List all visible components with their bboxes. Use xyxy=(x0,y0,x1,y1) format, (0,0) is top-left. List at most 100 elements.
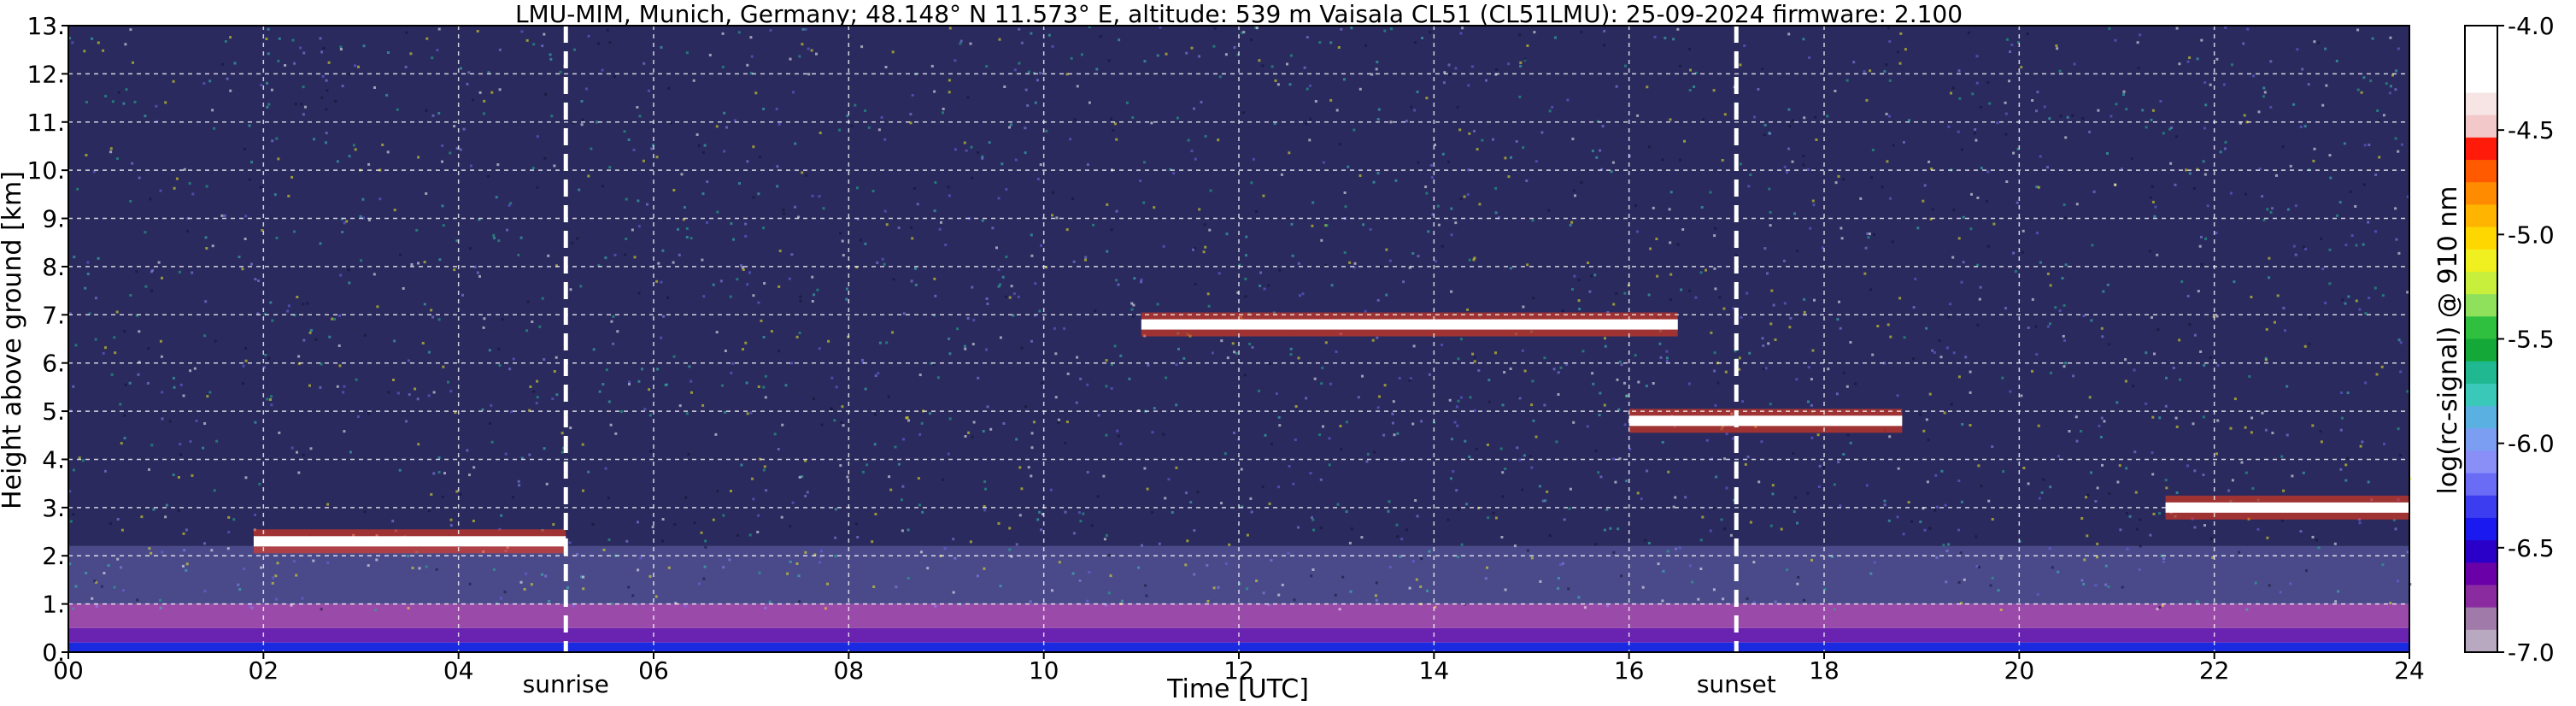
noise-speck xyxy=(1250,510,1253,514)
noise-speck xyxy=(376,305,379,309)
noise-speck xyxy=(2016,147,2020,150)
noise-speck xyxy=(1859,197,1863,200)
noise-speck xyxy=(2211,556,2215,559)
noise-speck xyxy=(159,606,162,609)
noise-speck xyxy=(1308,138,1311,142)
noise-speck xyxy=(799,295,802,298)
noise-speck xyxy=(2108,26,2111,30)
noise-speck xyxy=(270,395,273,398)
noise-speck xyxy=(1345,421,1348,424)
noise-speck xyxy=(1450,233,1453,237)
noise-speck xyxy=(1278,424,1282,427)
noise-speck xyxy=(2346,391,2350,395)
noise-speck xyxy=(1939,356,1943,359)
noise-speck xyxy=(2082,582,2086,585)
noise-speck xyxy=(363,510,367,514)
noise-speck xyxy=(238,588,242,591)
noise-speck xyxy=(876,261,879,264)
noise-speck xyxy=(214,339,217,343)
noise-speck xyxy=(1712,89,1716,92)
noise-speck xyxy=(2262,218,2266,221)
noise-speck xyxy=(1599,475,1603,479)
noise-speck xyxy=(1115,209,1118,213)
noise-speck xyxy=(1912,357,1916,361)
noise-speck xyxy=(244,476,248,479)
noise-speck xyxy=(2099,435,2103,438)
noise-speck xyxy=(2349,190,2352,193)
noise-speck xyxy=(610,602,613,605)
noise-speck xyxy=(2276,294,2280,297)
noise-speck xyxy=(746,63,749,67)
noise-speck xyxy=(1808,56,1811,59)
noise-speck xyxy=(1590,274,1593,278)
noise-speck xyxy=(722,514,725,517)
noise-speck xyxy=(684,496,688,499)
noise-speck xyxy=(2389,36,2392,39)
noise-speck xyxy=(2269,105,2273,109)
noise-speck xyxy=(1194,157,1197,161)
noise-speck xyxy=(1018,466,1022,469)
noise-speck xyxy=(181,564,185,568)
noise-speck xyxy=(2048,117,2051,121)
noise-speck xyxy=(742,348,744,351)
noise-speck xyxy=(1309,472,1312,475)
noise-speck xyxy=(2392,518,2396,521)
noise-speck xyxy=(1766,272,1769,275)
noise-speck xyxy=(1465,503,1469,506)
noise-speck xyxy=(819,132,822,134)
x-tick-label: 02 xyxy=(249,656,279,685)
noise-speck xyxy=(1446,518,1450,521)
noise-speck xyxy=(119,403,122,406)
noise-speck xyxy=(1688,289,1692,292)
noise-speck xyxy=(453,125,456,128)
noise-speck xyxy=(2369,79,2373,83)
noise-speck xyxy=(695,133,699,136)
noise-speck xyxy=(1866,232,1869,235)
noise-speck xyxy=(185,528,188,532)
noise-speck xyxy=(1258,59,1261,62)
noise-speck xyxy=(1976,263,1980,267)
noise-speck xyxy=(1073,118,1077,121)
noise-speck xyxy=(838,128,842,132)
noise-speck xyxy=(1158,542,1161,545)
noise-speck xyxy=(579,285,583,288)
noise-speck xyxy=(1986,200,1989,203)
noise-speck xyxy=(1723,527,1727,531)
noise-speck xyxy=(1378,395,1381,398)
noise-speck xyxy=(2075,203,2079,206)
noise-speck xyxy=(1226,356,1229,360)
noise-speck xyxy=(2149,196,2152,199)
noise-speck xyxy=(1833,483,1836,486)
noise-speck xyxy=(150,551,153,555)
noise-speck xyxy=(97,41,100,44)
noise-speck xyxy=(1669,273,1673,276)
noise-speck xyxy=(1644,538,1647,542)
noise-speck xyxy=(1738,368,1741,371)
noise-speck xyxy=(290,603,293,607)
noise-speck xyxy=(688,365,691,368)
noise-speck xyxy=(508,203,511,207)
noise-speck xyxy=(892,278,895,281)
noise-speck xyxy=(2020,66,2023,69)
noise-speck xyxy=(213,489,216,492)
noise-speck xyxy=(752,497,755,501)
noise-speck xyxy=(2090,471,2092,474)
noise-speck xyxy=(299,46,302,50)
noise-speck xyxy=(773,432,777,436)
noise-speck xyxy=(1803,116,1806,120)
noise-speck xyxy=(1951,86,1955,90)
noise-speck xyxy=(2072,374,2075,378)
noise-speck xyxy=(2009,390,2012,393)
noise-speck xyxy=(1599,149,1602,152)
noise-speck xyxy=(1308,84,1311,87)
noise-speck xyxy=(339,48,343,51)
noise-speck xyxy=(334,99,337,103)
noise-speck xyxy=(431,315,435,319)
noise-speck xyxy=(1867,236,1870,239)
noise-speck xyxy=(478,218,481,221)
noise-speck xyxy=(405,31,408,34)
noise-speck xyxy=(1837,174,1840,178)
noise-speck xyxy=(140,515,144,519)
noise-speck xyxy=(472,466,476,469)
noise-speck xyxy=(1931,208,1934,211)
